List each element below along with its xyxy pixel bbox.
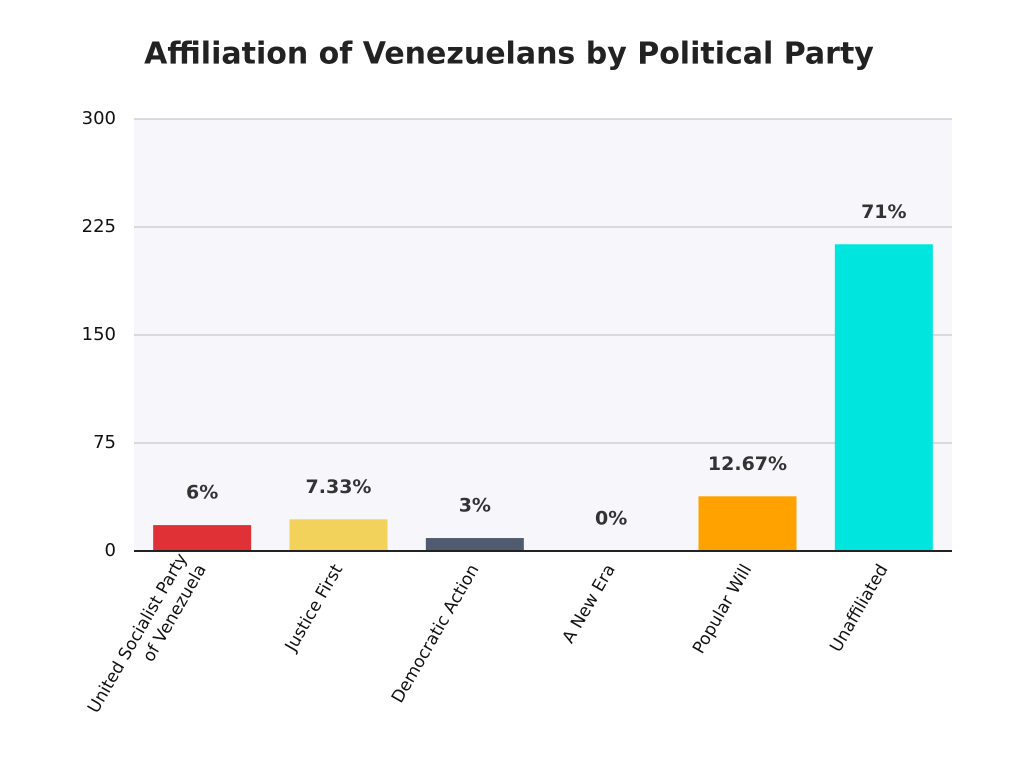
- x-tick-label: Justice First: [281, 561, 347, 656]
- value-label: 71%: [861, 201, 906, 223]
- y-tick-label: 300: [82, 108, 116, 129]
- x-tick-label-group: Justice First: [281, 561, 347, 656]
- x-tick-label: A New Era: [559, 561, 620, 647]
- bar: [153, 525, 252, 551]
- value-label: 12.67%: [708, 453, 787, 475]
- x-tick-label: Popular Will: [689, 561, 756, 657]
- y-tick-label: 150: [82, 324, 116, 345]
- x-tick-label: United Socialist Party: [84, 550, 192, 717]
- y-tick-label: 225: [82, 216, 116, 237]
- bar: [834, 244, 933, 551]
- y-tick-label: 75: [93, 432, 116, 453]
- x-tick-label-group: A New Era: [559, 561, 620, 647]
- chart-title: Affiliation of Venezuelans by Political …: [144, 37, 874, 72]
- y-tick-label: 0: [105, 540, 116, 561]
- x-tick-label: Democratic Action: [388, 561, 484, 707]
- bar: [698, 496, 797, 551]
- x-tick-label-group: Democratic Action: [388, 561, 484, 707]
- bar: [289, 519, 388, 551]
- value-label: 0%: [595, 508, 627, 530]
- value-label: 6%: [186, 482, 218, 504]
- x-tick-label-group: Popular Will: [689, 561, 756, 657]
- bar: [425, 538, 524, 551]
- value-label: 7.33%: [306, 476, 372, 498]
- value-label: 3%: [459, 495, 491, 517]
- x-tick-label: Unaffiliated: [826, 561, 892, 656]
- x-tick-label-group: Unaffiliated: [826, 561, 892, 656]
